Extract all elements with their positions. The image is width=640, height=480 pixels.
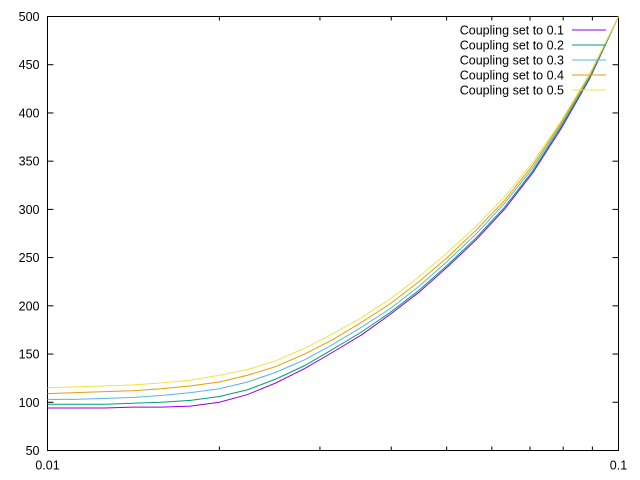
y-tick-label: 250	[19, 251, 40, 265]
y-tick-label: 100	[19, 396, 40, 410]
series-line-3	[47, 16, 619, 400]
y-tick-label: 350	[19, 155, 40, 169]
y-tick-label: 500	[19, 10, 40, 24]
series-line-1	[47, 16, 619, 409]
y-tick-label: 400	[19, 106, 40, 120]
series-lines	[47, 16, 619, 409]
y-axis: 50 100 150 200 250 300 350 400 450 500	[19, 10, 619, 458]
legend-label-5: Coupling set to 0.5	[460, 84, 564, 98]
series-line-2	[47, 16, 619, 405]
y-tick-label: 150	[19, 348, 40, 362]
series-line-5	[47, 16, 619, 389]
legend-label-3: Coupling set to 0.3	[460, 54, 564, 68]
series-line-4	[47, 16, 619, 395]
legend-label-2: Coupling set to 0.2	[460, 39, 564, 53]
y-tick-label: 200	[19, 299, 40, 313]
plot-area-frame	[47, 16, 619, 451]
y-tick-label: 50	[26, 444, 40, 458]
x-tick-label: 0.01	[35, 459, 59, 473]
legend-label-1: Coupling set to 0.1	[460, 24, 564, 38]
y-tick-label: 300	[19, 203, 40, 217]
x-axis: 0.01 0.1	[35, 16, 627, 473]
legend-label-4: Coupling set to 0.4	[460, 69, 564, 83]
y-tick-label: 450	[19, 58, 40, 72]
x-tick-label: 0.1	[610, 459, 627, 473]
